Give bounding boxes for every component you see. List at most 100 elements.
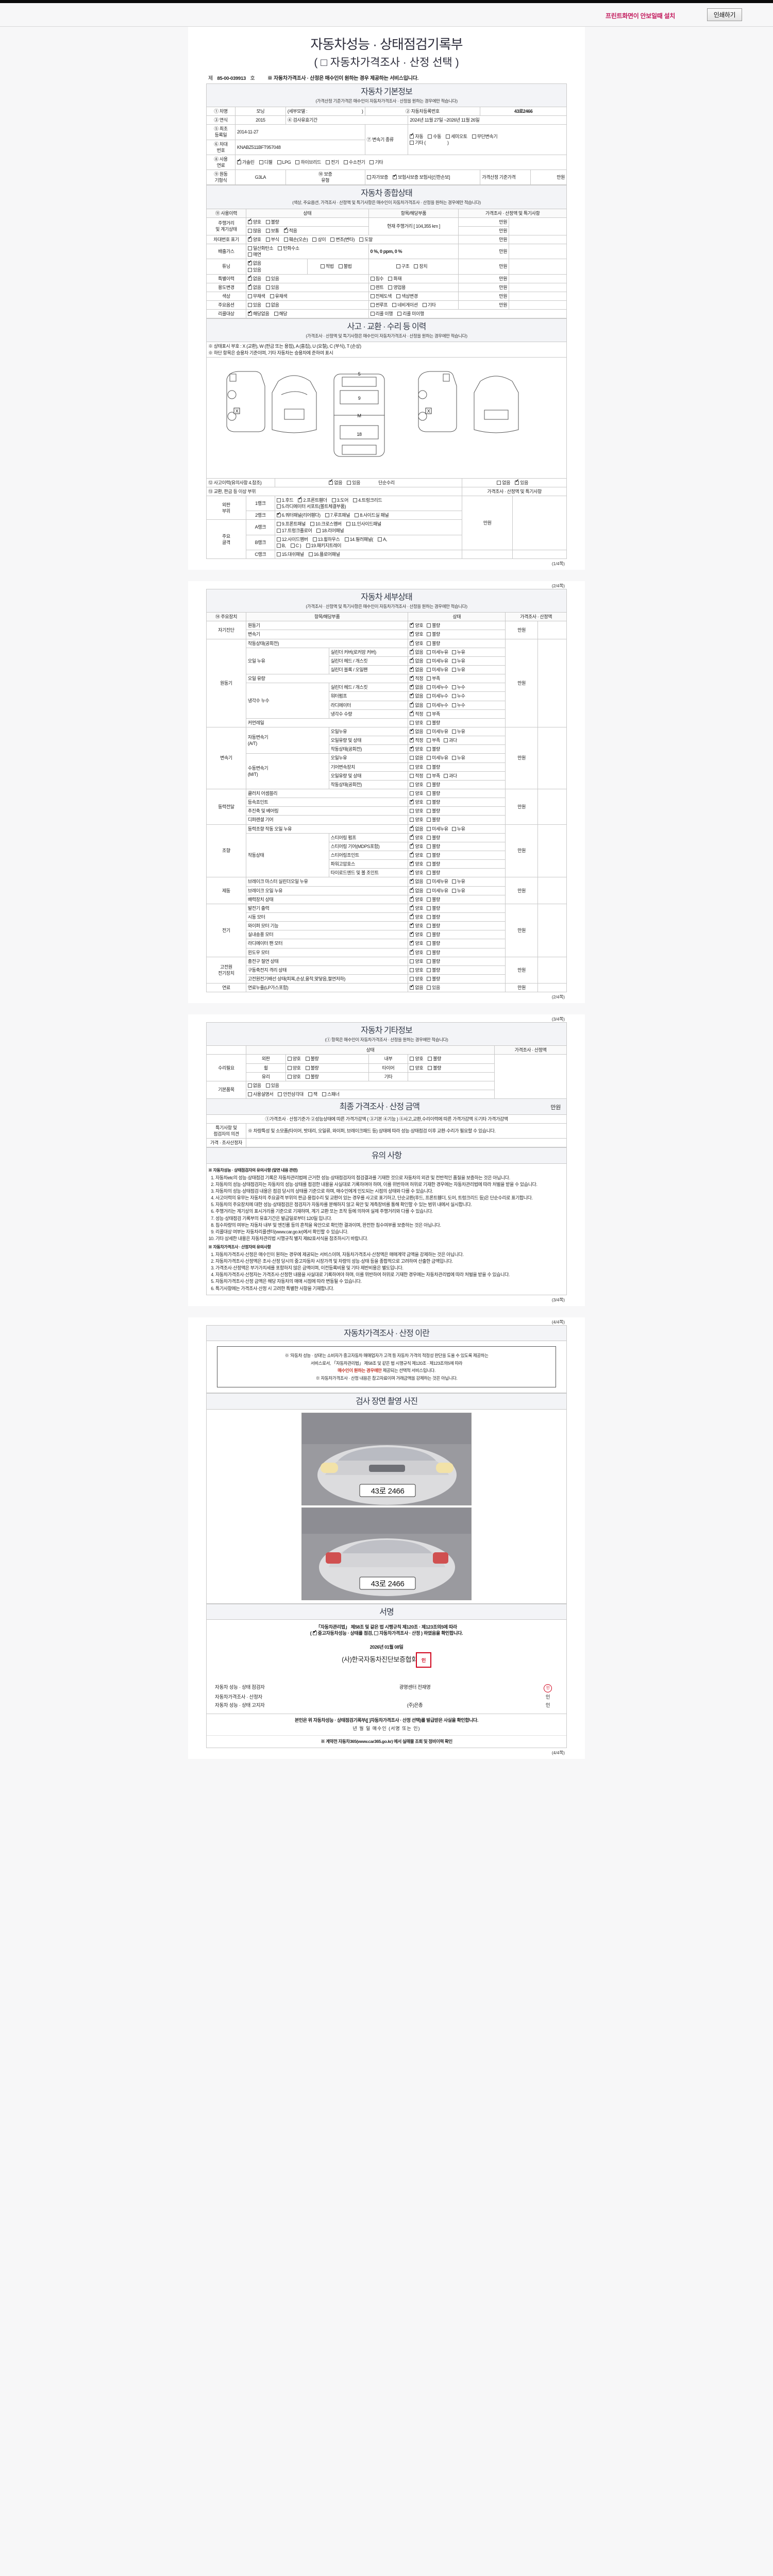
checkbox-icon[interactable] (410, 922, 414, 928)
checkbox-icon[interactable] (295, 160, 300, 164)
checkbox-icon[interactable] (427, 809, 431, 814)
checkbox-icon[interactable] (247, 294, 252, 298)
checkbox-icon[interactable] (410, 1057, 414, 1061)
checkbox-icon[interactable] (283, 237, 288, 242)
detail-6-2-opt-0[interactable]: 양호 (410, 922, 424, 929)
checkbox-icon[interactable] (410, 825, 414, 831)
base-none[interactable]: 없음 (247, 1082, 261, 1089)
detail-3-3-opt-1[interactable]: 불량 (427, 817, 440, 823)
checkbox-icon[interactable] (410, 132, 414, 139)
detail-6-0-opt-0[interactable]: 양호 (410, 904, 424, 911)
detail-1-6-opt-1[interactable]: 미세누수 (427, 693, 448, 699)
tx-opt-1[interactable]: 수동 (428, 133, 441, 140)
checkbox-icon[interactable] (410, 904, 414, 910)
checkbox-icon[interactable] (451, 658, 456, 663)
checkbox-icon[interactable] (451, 668, 456, 672)
detail-0-0-opt-0[interactable]: 양호 (410, 622, 424, 629)
ext-bad[interactable]: 불량 (305, 1056, 319, 1062)
detail-4-3-opt-0[interactable]: 양호 (410, 851, 424, 858)
checkbox-icon[interactable] (276, 537, 281, 541)
mileage-bad[interactable]: 불량 (265, 219, 279, 225)
detail-6-5-opt-0[interactable]: 양호 (410, 948, 424, 956)
sh-fire[interactable]: 화재 (388, 276, 402, 282)
checkbox-icon[interactable] (247, 246, 252, 251)
checkbox-icon[interactable] (330, 237, 335, 242)
checkbox-icon[interactable] (427, 871, 431, 875)
detail-1-6-opt-0[interactable]: 없음 (410, 692, 424, 699)
detail-4-2-opt-0[interactable]: 양호 (410, 842, 424, 850)
checkbox-icon[interactable] (515, 479, 519, 485)
checkbox-icon[interactable] (410, 984, 414, 990)
part-14a[interactable]: A, (378, 536, 387, 543)
checkbox-icon[interactable] (393, 174, 397, 180)
recall-not-done[interactable]: 리콜 미이행 (397, 311, 424, 317)
print-button[interactable]: 인쇄하기 (707, 8, 742, 21)
checkbox-icon[interactable] (427, 968, 431, 972)
checkbox-icon[interactable] (410, 842, 414, 849)
tuning-structure[interactable]: 구조 (396, 263, 410, 269)
checkbox-icon[interactable] (428, 134, 432, 139)
checkbox-icon[interactable] (451, 756, 456, 760)
part-19[interactable]: 19.패키지트레이 (306, 543, 342, 549)
checkbox-icon[interactable] (338, 264, 343, 269)
part-7[interactable]: 7.루프패널 (325, 512, 350, 518)
detail-1-1-opt-1[interactable]: 미세누유 (427, 649, 448, 655)
checkbox-icon[interactable] (370, 276, 375, 281)
checkbox-icon[interactable] (305, 1065, 310, 1070)
checkbox-icon[interactable] (410, 782, 414, 787)
checkbox-icon[interactable] (410, 818, 414, 822)
part-1[interactable]: 1.후드 (276, 497, 294, 503)
detail-2-2-opt-0[interactable]: 양호 (410, 745, 424, 752)
detail-2-3-opt-1[interactable]: 미세누유 (427, 755, 448, 761)
detail-2-3-opt-0[interactable]: 없음 (410, 755, 424, 761)
opt-other[interactable]: 기타 (422, 302, 436, 308)
vin-opt-0[interactable]: 양호 (247, 235, 261, 243)
checkbox-icon[interactable] (259, 160, 263, 164)
detail-5-0-opt-2[interactable]: 누유 (451, 878, 465, 885)
checkbox-icon[interactable] (427, 623, 431, 628)
checkbox-icon[interactable] (428, 1057, 432, 1061)
detail-7-0-opt-1[interactable]: 불량 (427, 958, 440, 964)
checkbox-icon[interactable] (247, 275, 252, 281)
detail-1-5-opt-0[interactable]: 없음 (410, 684, 424, 690)
checkbox-icon[interactable] (312, 237, 317, 242)
checkbox-icon[interactable] (410, 834, 414, 840)
detail-4-4-opt-1[interactable]: 불량 (427, 861, 440, 867)
checkbox-icon[interactable] (410, 141, 414, 145)
checkbox-icon[interactable] (451, 703, 456, 707)
fuel-opt-0[interactable]: 가솔린 (237, 158, 255, 165)
recall-na[interactable]: 해당없음 (247, 310, 270, 317)
checkbox-icon[interactable] (422, 303, 427, 308)
part-8[interactable]: 8.사이드실 패널 (355, 512, 389, 518)
detail-0-1-opt-0[interactable]: 양호 (410, 631, 424, 637)
checkbox-icon[interactable] (370, 312, 375, 316)
detail-1-3-opt-1[interactable]: 미세누유 (427, 667, 448, 673)
part-13[interactable]: 13.휠하우스 (312, 536, 340, 543)
detail-4-0-opt-2[interactable]: 누유 (451, 826, 465, 832)
checkbox-icon[interactable] (312, 537, 317, 541)
detail-1-2-opt-1[interactable]: 미세누유 (427, 658, 448, 664)
detail-1-3-opt-2[interactable]: 누유 (451, 667, 465, 673)
checkbox-icon[interactable] (287, 1065, 292, 1070)
detail-3-2-opt-0[interactable]: 양호 (410, 808, 424, 814)
checkbox-icon[interactable] (427, 730, 431, 734)
checkbox-icon[interactable] (369, 160, 374, 164)
detail-6-1-opt-0[interactable]: 양호 (410, 913, 424, 920)
checkbox-icon[interactable] (410, 878, 414, 884)
detail-7-0-opt-0[interactable]: 양호 (410, 958, 424, 964)
detail-3-3-opt-0[interactable]: 양호 (410, 817, 424, 823)
detail-2-1-opt-1[interactable]: 부족 (427, 737, 440, 743)
checkbox-icon[interactable] (427, 924, 431, 928)
checkbox-icon[interactable] (410, 701, 414, 707)
checkbox-icon[interactable] (410, 968, 414, 972)
mileage-few[interactable]: 적음 (283, 227, 297, 234)
checkbox-icon[interactable] (276, 543, 281, 548)
checkbox-icon[interactable] (247, 303, 252, 308)
int-bad[interactable]: 불량 (428, 1056, 441, 1062)
checkbox-icon[interactable] (451, 888, 456, 893)
checkbox-icon[interactable] (410, 940, 414, 946)
detail-2-0-opt-2[interactable]: 누유 (451, 728, 465, 735)
checkbox-icon[interactable] (427, 756, 431, 760)
checkbox-icon[interactable] (410, 756, 414, 760)
detail-0-0-opt-1[interactable]: 불량 (427, 622, 440, 629)
